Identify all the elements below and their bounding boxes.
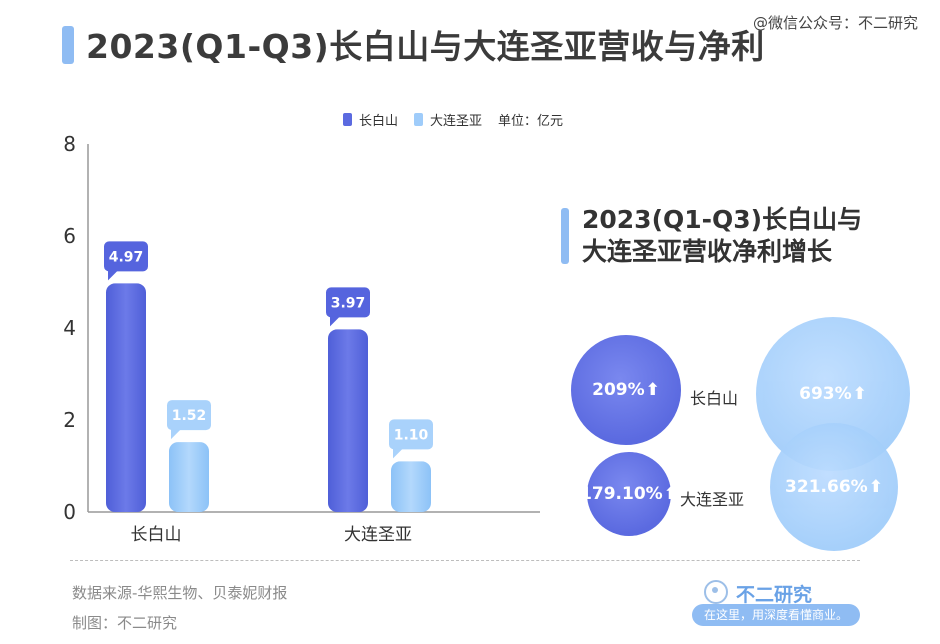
unit-label: 单位：亿元 [498, 114, 564, 129]
data-label-box [326, 287, 370, 318]
growth-title: 2023(Q1-Q3)长白山与 大连圣亚营收净利增长 [582, 204, 862, 268]
legend-swatch-light [414, 113, 424, 126]
data-label: 1.10 [394, 427, 429, 443]
data-label-pointer [171, 429, 181, 440]
data-label: 3.97 [331, 295, 366, 311]
data-label-pointer [108, 270, 118, 281]
y-tick-label: 6 [63, 224, 76, 248]
growth-bubble: 209% ⬆ [571, 335, 681, 445]
data-label-box [104, 241, 148, 272]
watermark-text: @微信公众号：不二研究 [752, 14, 918, 32]
data-label-pointer [393, 448, 403, 459]
bar-chart: 0 2 4 6 8 4.97 1.52 长白山 3.97 1.10 大连圣亚 [63, 132, 540, 545]
data-label-box [389, 419, 433, 450]
legend-item-changbaishan: 长白山 [343, 110, 398, 129]
data-label-box [167, 400, 211, 431]
growth-bubble: 321.66% ⬆ [770, 423, 898, 551]
growth-bubble: 179.10% ⬆ [580, 452, 678, 536]
legend-label: 长白山 [359, 114, 399, 129]
bubble-company-label: 长白山 [690, 389, 739, 408]
up-arrow-icon: ⬆ [663, 484, 678, 504]
x-tick-label: 大连圣亚 [344, 525, 412, 545]
y-tick-label: 2 [63, 408, 76, 432]
growth-value: 321.66% [785, 477, 868, 497]
y-tick-label: 4 [63, 316, 76, 340]
bar [391, 461, 431, 512]
footer-divider [70, 560, 860, 561]
data-label: 4.97 [109, 249, 144, 265]
x-tick-label: 长白山 [131, 525, 182, 545]
brand-logo-icon [704, 580, 728, 604]
bubble-company-label: 大连圣亚 [680, 490, 745, 509]
data-source: 数据来源-华熙生物、贝泰妮财报 [72, 584, 288, 602]
legend-swatch-dark [343, 113, 352, 126]
chart-maker: 制图：不二研究 [72, 614, 178, 632]
y-tick-label: 8 [63, 132, 76, 156]
page-title: 2023(Q1-Q3)长白山与大连圣亚营收与净利 [86, 27, 765, 66]
growth-title-line1: 2023(Q1-Q3)长白山与 [582, 205, 863, 234]
data-label: 1.52 [172, 408, 207, 424]
growth-value: 209% [592, 380, 645, 400]
growth-title-accent-bar [561, 208, 569, 264]
chart-legend: 长白山 大连圣亚 单位：亿元 [343, 110, 563, 129]
bar [169, 442, 209, 512]
bar [328, 329, 368, 512]
up-arrow-icon: ⬆ [645, 380, 660, 400]
bar [106, 283, 146, 512]
legend-item-dalian: 大连圣亚 [414, 110, 482, 129]
data-label-pointer [330, 316, 340, 327]
growth-value: 179.10% [580, 484, 663, 504]
up-arrow-icon: ⬆ [868, 477, 883, 497]
growth-value: 693% [799, 384, 852, 404]
legend-label: 大连圣亚 [430, 114, 483, 129]
brand-slogan: 在这里，用深度看懂商业。 [692, 604, 860, 626]
growth-title-line2: 大连圣亚营收净利增长 [582, 237, 833, 266]
title-accent-bar [62, 26, 74, 64]
up-arrow-icon: ⬆ [852, 384, 867, 404]
brand-name: 不二研究 [736, 584, 813, 606]
y-tick-label: 0 [63, 500, 76, 524]
